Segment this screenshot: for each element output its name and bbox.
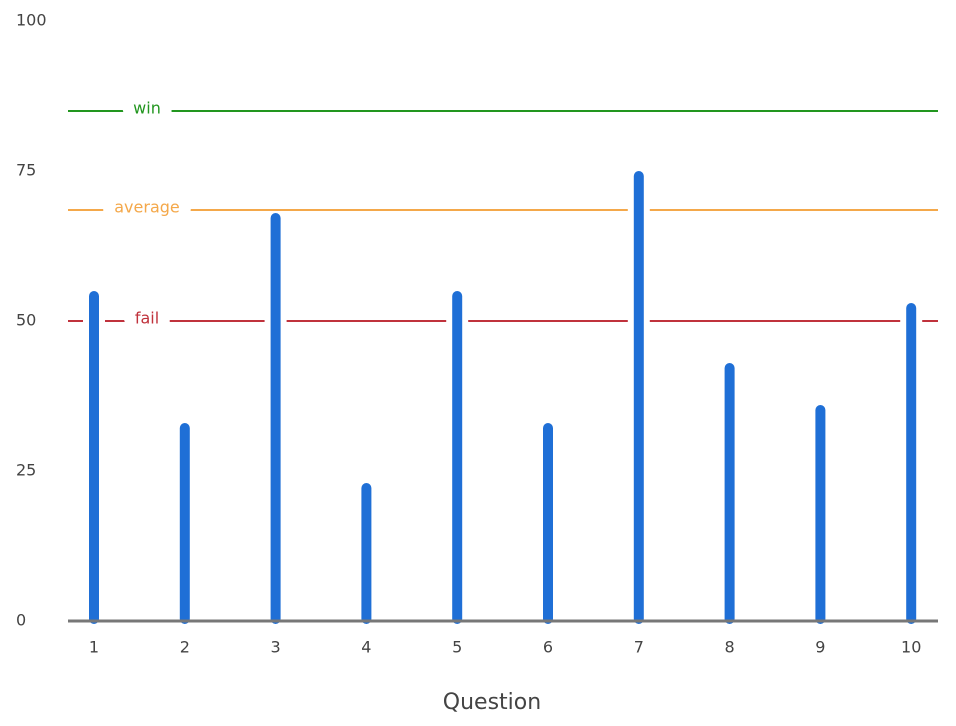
x-tick-label: 8 — [725, 638, 735, 657]
x-axis-title: Question — [443, 690, 541, 715]
y-tick-label: 75 — [16, 161, 36, 180]
reference-label: fail — [135, 309, 159, 328]
y-tick-label: 50 — [16, 311, 36, 330]
x-tick-label: 1 — [89, 638, 99, 657]
x-tick-label: 6 — [543, 638, 553, 657]
x-tick-label: 3 — [271, 638, 281, 657]
reference-label: win — [133, 99, 161, 118]
x-tick-label: 5 — [452, 638, 462, 657]
x-tick-label: 9 — [815, 638, 825, 657]
y-tick-label: 100 — [16, 11, 47, 30]
y-tick-label: 25 — [16, 461, 36, 480]
x-tick-label: 10 — [901, 638, 921, 657]
x-tick-label: 2 — [180, 638, 190, 657]
reference-label: average — [114, 198, 180, 217]
x-tick-label: 4 — [361, 638, 371, 657]
y-tick-label: 0 — [16, 611, 26, 630]
x-tick-label: 7 — [634, 638, 644, 657]
